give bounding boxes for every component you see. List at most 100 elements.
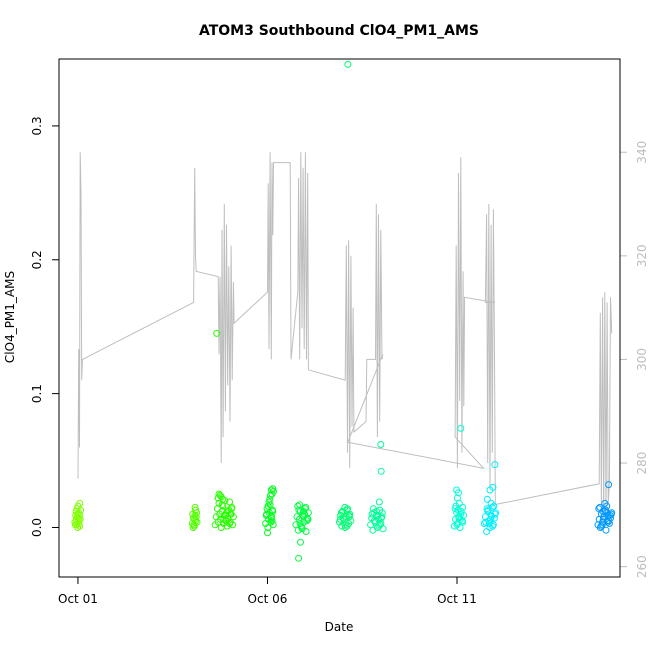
y-tick-label: 0.2: [30, 250, 44, 269]
data-point: [597, 522, 605, 530]
series-4: [292, 501, 312, 562]
data-point: [264, 524, 272, 531]
data-point: [222, 511, 230, 519]
data-point: [343, 522, 351, 530]
data-point: [76, 522, 83, 530]
x-tick-label: Oct 01: [58, 592, 98, 606]
data-point: [226, 510, 234, 518]
chart-title: ATOM3 Southbound ClO4_PM1_AMS: [199, 23, 479, 39]
data-point: [76, 499, 84, 507]
series-3: [262, 485, 277, 537]
y-tick-label: 0.0: [30, 518, 44, 537]
data-point: [605, 517, 613, 525]
data-point: [489, 521, 497, 529]
data-point: [297, 522, 305, 530]
data-point: [599, 507, 607, 515]
data-point: [487, 499, 495, 507]
y-axis-label: ClO4_PM1_AMS: [3, 271, 17, 363]
scatter-points-layer: [71, 60, 616, 562]
series-2: [211, 329, 237, 531]
x-tick-label: Oct 06: [248, 592, 288, 606]
y2-tick-label: 280: [635, 452, 649, 475]
series-6: [367, 441, 387, 534]
data-point: [345, 513, 353, 521]
x-tick-label: Oct 11: [437, 592, 477, 606]
data-point: [455, 514, 463, 522]
data-point: [77, 506, 85, 514]
data-point: [223, 517, 230, 525]
data-point: [483, 528, 491, 535]
data-point: [267, 514, 275, 522]
data-point: [453, 521, 461, 529]
data-point: [189, 510, 197, 518]
data-point: [265, 498, 273, 506]
data-point: [377, 467, 385, 475]
data-point: [489, 483, 497, 491]
plot-frame: [58, 58, 621, 578]
data-point: [300, 507, 307, 515]
data-point: [602, 526, 610, 534]
data-point: [459, 503, 467, 511]
data-point: [264, 529, 271, 537]
data-point: [455, 499, 463, 507]
data-point: [76, 515, 84, 523]
data-point: [297, 538, 304, 546]
series-9: [594, 481, 616, 534]
data-point: [270, 487, 277, 495]
data-point: [217, 493, 225, 501]
data-point: [344, 60, 352, 68]
x-axis-label: Date: [325, 620, 354, 634]
data-point: [369, 505, 377, 513]
data-point: [268, 517, 276, 525]
data-point: [457, 507, 465, 515]
data-point: [213, 329, 221, 337]
data-point: [75, 514, 83, 522]
data-point: [304, 509, 312, 517]
data-point: [491, 461, 499, 469]
data-point: [191, 503, 199, 511]
data-point: [76, 511, 84, 519]
y-tick-label: 0.3: [30, 116, 44, 135]
data-point: [304, 515, 312, 523]
data-point: [339, 507, 346, 515]
data-point: [375, 522, 383, 530]
data-point: [269, 521, 277, 529]
data-point: [488, 513, 495, 521]
data-point: [603, 509, 611, 517]
data-point: [218, 501, 226, 509]
data-point: [483, 495, 491, 503]
data-point: [378, 509, 386, 517]
y2-tick-label: 300: [635, 348, 649, 371]
series-0: [71, 499, 85, 531]
data-point: [456, 515, 464, 523]
data-point: [607, 510, 615, 518]
series-7: [450, 424, 467, 531]
data-point: [296, 501, 304, 509]
data-point: [603, 502, 611, 510]
data-point: [338, 522, 346, 530]
data-point: [457, 424, 465, 432]
data-point: [341, 503, 349, 511]
data-point: [193, 518, 201, 526]
data-point: [605, 481, 613, 489]
data-point: [370, 517, 378, 525]
data-point: [336, 515, 344, 523]
data-point: [269, 507, 277, 515]
series-1: [188, 503, 201, 531]
data-point: [192, 517, 200, 525]
data-point: [376, 521, 384, 529]
data-point: [492, 509, 500, 517]
data-point: [295, 506, 303, 514]
data-point: [455, 489, 462, 497]
data-point: [341, 524, 349, 531]
data-point: [485, 520, 493, 527]
data-point: [377, 441, 385, 448]
data-point: [303, 517, 311, 525]
data-point: [604, 518, 612, 526]
y-tick-label: 0.1: [30, 384, 44, 403]
data-point: [189, 524, 197, 531]
y2-tick-label: 320: [635, 244, 649, 267]
data-point: [483, 505, 491, 513]
